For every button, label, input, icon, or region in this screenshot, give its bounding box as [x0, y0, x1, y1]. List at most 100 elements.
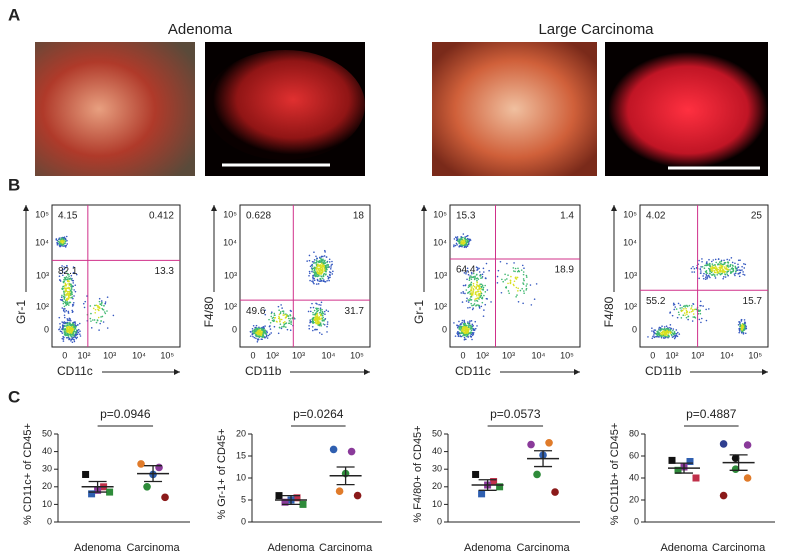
cell-event [316, 303, 318, 305]
cell-event [702, 275, 704, 277]
y-axis-label: % CD11c+ of CD45+ [22, 423, 34, 525]
cell-event [65, 293, 68, 295]
x-tick-label: Adenoma [660, 542, 708, 554]
cell-event [73, 323, 75, 326]
cell-event [318, 303, 320, 306]
cell-event [313, 318, 316, 321]
cell-event [72, 285, 74, 288]
cell-event [63, 271, 66, 274]
cell-event [732, 270, 734, 273]
cell-event [56, 244, 59, 246]
cell-event [478, 288, 480, 290]
cell-event [264, 309, 266, 312]
y-tick-label: 10 [432, 499, 442, 509]
cell-event [321, 264, 324, 266]
cell-event [501, 278, 503, 281]
cell-event [464, 284, 467, 286]
y-tick-label: 5 [241, 494, 246, 504]
cell-event [67, 283, 69, 285]
cell-event [705, 269, 708, 272]
cell-event [312, 280, 314, 282]
y-tick-label: 10⁴ [35, 238, 49, 248]
cell-event [62, 324, 65, 327]
cell-event [59, 330, 62, 333]
cell-event [478, 304, 481, 307]
cell-event [323, 323, 326, 326]
cell-event [309, 320, 312, 323]
cell-event [470, 299, 473, 301]
data-point [668, 456, 676, 464]
cell-event [468, 284, 470, 287]
cell-event [314, 328, 316, 331]
cell-event [62, 335, 64, 338]
cell-event [699, 312, 702, 315]
cell-event [510, 275, 512, 278]
cell-event [330, 266, 332, 268]
cell-event [252, 335, 254, 338]
cell-event [505, 287, 508, 289]
data-point [299, 500, 307, 508]
cell-event [522, 302, 524, 305]
cell-event [66, 324, 69, 327]
quadrant-value: 18.9 [555, 265, 575, 276]
cell-event [523, 290, 525, 292]
cell-event [251, 332, 254, 335]
quadrant-value: 0.412 [149, 211, 174, 222]
cell-event [255, 337, 257, 340]
cell-event [525, 274, 528, 277]
cell-event [90, 312, 92, 315]
cell-event [78, 322, 81, 325]
cell-event [313, 313, 316, 316]
cell-event [68, 337, 71, 340]
x-tick-label: 10⁵ [160, 350, 174, 360]
cell-event [89, 317, 92, 320]
cell-event [63, 280, 65, 283]
cell-event [674, 336, 677, 339]
cell-event [698, 259, 700, 262]
cell-event [308, 274, 310, 277]
cell-event [64, 332, 67, 335]
cell-event [71, 341, 74, 344]
cell-event [70, 288, 73, 290]
cell-event [469, 298, 471, 300]
cell-event [726, 272, 728, 274]
cell-event [465, 271, 468, 273]
cell-event [662, 330, 664, 332]
cell-event [62, 241, 65, 243]
data-point [545, 439, 553, 447]
cell-event [323, 269, 326, 272]
x-tick-label: Carcinoma [126, 542, 180, 554]
cell-event [693, 271, 696, 273]
cell-event [63, 268, 65, 271]
cell-event [681, 307, 683, 309]
cell-event [71, 303, 74, 306]
cell-event [74, 327, 77, 330]
photo [432, 42, 597, 176]
cell-event [312, 311, 314, 314]
cell-event [476, 283, 478, 286]
cell-event [679, 304, 682, 306]
cell-event [463, 329, 466, 332]
cell-event [328, 261, 331, 263]
data-point [155, 463, 163, 472]
cell-event [704, 276, 707, 279]
cell-event [315, 316, 317, 319]
cell-event [63, 308, 65, 310]
x-tick-label: 10³ [502, 350, 515, 360]
cell-event [281, 307, 283, 309]
cell-event [66, 239, 68, 242]
cell-event [317, 265, 319, 268]
cell-event [673, 308, 676, 311]
cell-event [320, 275, 323, 278]
cell-event [282, 321, 285, 324]
panel-label: A [8, 5, 20, 24]
cell-event [261, 338, 263, 341]
cell-event [484, 284, 486, 287]
y-tick-label: 10² [434, 302, 447, 312]
cell-event [70, 324, 72, 327]
cell-event [70, 293, 72, 295]
cell-event [311, 260, 314, 263]
cell-event [740, 326, 743, 329]
cell-event [477, 278, 480, 280]
quadrant-value: 15.7 [743, 296, 763, 307]
